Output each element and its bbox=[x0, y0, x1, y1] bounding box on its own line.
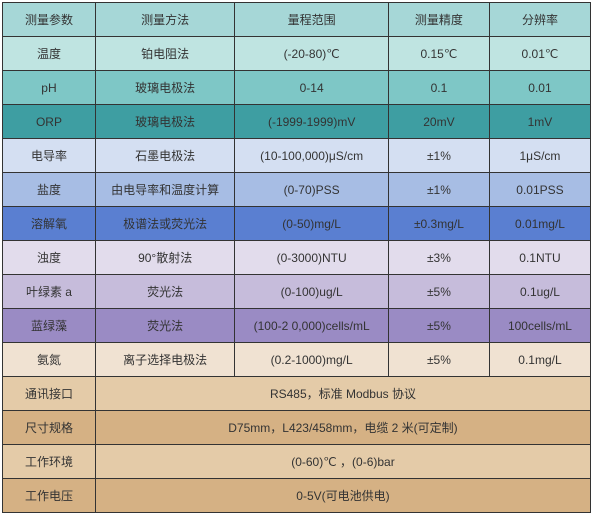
table-header-cell: 测量精度 bbox=[388, 3, 489, 37]
table-cell: ±5% bbox=[388, 343, 489, 377]
table-cell: 0.1 bbox=[388, 71, 489, 105]
table-row: 盐度由电导率和温度计算(0-70)PSS±1%0.01PSS bbox=[3, 173, 591, 207]
table-cell: 叶绿素 a bbox=[3, 275, 96, 309]
table-cell: 荧光法 bbox=[95, 275, 234, 309]
table-cell: 0.01mg/L bbox=[489, 207, 590, 241]
table-cell: 盐度 bbox=[3, 173, 96, 207]
table-cell: 0.01℃ bbox=[489, 37, 590, 71]
table-cell: (100-2 0,000)cells/mL bbox=[235, 309, 389, 343]
table-row: ORP玻璃电极法(-1999-1999)mV20mV1mV bbox=[3, 105, 591, 139]
table-header-row: 测量参数测量方法量程范围测量精度分辨率 bbox=[3, 3, 591, 37]
table-cell: 1mV bbox=[489, 105, 590, 139]
merged-cell: (0-60)℃ ，(0-6)bar bbox=[95, 445, 590, 479]
table-cell: (-20-80)℃ bbox=[235, 37, 389, 71]
table-row: 通讯接口RS485，标准 Modbus 协议 bbox=[3, 377, 591, 411]
table-header-cell: 分辨率 bbox=[489, 3, 590, 37]
param-cell: 工作电压 bbox=[3, 479, 96, 513]
table-cell: 1μS/cm bbox=[489, 139, 590, 173]
table-cell: (10-100,000)μS/cm bbox=[235, 139, 389, 173]
spec-table: 测量参数测量方法量程范围测量精度分辨率温度铂电阻法(-20-80)℃0.15℃0… bbox=[2, 2, 591, 513]
table-cell: 90°散射法 bbox=[95, 241, 234, 275]
param-cell: 尺寸规格 bbox=[3, 411, 96, 445]
param-cell: 通讯接口 bbox=[3, 377, 96, 411]
table-cell: 离子选择电极法 bbox=[95, 343, 234, 377]
table-cell: 0.15℃ bbox=[388, 37, 489, 71]
table-cell: (0.2-1000)mg/L bbox=[235, 343, 389, 377]
table-row: 浊度90°散射法(0-3000)NTU±3%0.1NTU bbox=[3, 241, 591, 275]
table-cell: 0.01 bbox=[489, 71, 590, 105]
table-cell: 0.1NTU bbox=[489, 241, 590, 275]
table-cell: 玻璃电极法 bbox=[95, 105, 234, 139]
table-row: 尺寸规格D75mm，L423/458mm，电缆 2 米(可定制) bbox=[3, 411, 591, 445]
table-cell: 浊度 bbox=[3, 241, 96, 275]
table-cell: 石墨电极法 bbox=[95, 139, 234, 173]
table-cell: (0-3000)NTU bbox=[235, 241, 389, 275]
table-row: 电导率石墨电极法(10-100,000)μS/cm±1%1μS/cm bbox=[3, 139, 591, 173]
merged-cell: RS485，标准 Modbus 协议 bbox=[95, 377, 590, 411]
table-header-cell: 测量方法 bbox=[95, 3, 234, 37]
table-cell: 0-14 bbox=[235, 71, 389, 105]
merged-cell: D75mm，L423/458mm，电缆 2 米(可定制) bbox=[95, 411, 590, 445]
table-cell: (0-50)mg/L bbox=[235, 207, 389, 241]
table-row: 工作环境(0-60)℃ ，(0-6)bar bbox=[3, 445, 591, 479]
table-cell: 氨氮 bbox=[3, 343, 96, 377]
table-cell: pH bbox=[3, 71, 96, 105]
table-cell: 荧光法 bbox=[95, 309, 234, 343]
table-cell: 由电导率和温度计算 bbox=[95, 173, 234, 207]
table-cell: 温度 bbox=[3, 37, 96, 71]
table-row: pH玻璃电极法0-140.10.01 bbox=[3, 71, 591, 105]
table-cell: 电导率 bbox=[3, 139, 96, 173]
table-cell: 溶解氧 bbox=[3, 207, 96, 241]
table-header-cell: 量程范围 bbox=[235, 3, 389, 37]
table-cell: 100cells/mL bbox=[489, 309, 590, 343]
table-cell: 0.01PSS bbox=[489, 173, 590, 207]
table-cell: 铂电阻法 bbox=[95, 37, 234, 71]
table-row: 蓝绿藻荧光法(100-2 0,000)cells/mL±5%100cells/m… bbox=[3, 309, 591, 343]
table-row: 工作电压0-5V(可电池供电) bbox=[3, 479, 591, 513]
table-cell: ORP bbox=[3, 105, 96, 139]
table-cell: 蓝绿藻 bbox=[3, 309, 96, 343]
table-cell: 20mV bbox=[388, 105, 489, 139]
table-cell: 极谱法或荧光法 bbox=[95, 207, 234, 241]
table-cell: 0.1mg/L bbox=[489, 343, 590, 377]
merged-cell: 0-5V(可电池供电) bbox=[95, 479, 590, 513]
table-cell: (0-70)PSS bbox=[235, 173, 389, 207]
table-cell: ±1% bbox=[388, 173, 489, 207]
table-cell: ±3% bbox=[388, 241, 489, 275]
table-row: 氨氮离子选择电极法(0.2-1000)mg/L±5%0.1mg/L bbox=[3, 343, 591, 377]
table-row: 温度铂电阻法(-20-80)℃0.15℃0.01℃ bbox=[3, 37, 591, 71]
table-cell: (0-100)ug/L bbox=[235, 275, 389, 309]
table-cell: 玻璃电极法 bbox=[95, 71, 234, 105]
param-cell: 工作环境 bbox=[3, 445, 96, 479]
table-row: 溶解氧极谱法或荧光法(0-50)mg/L±0.3mg/L0.01mg/L bbox=[3, 207, 591, 241]
table-cell: ±5% bbox=[388, 275, 489, 309]
table-cell: ±5% bbox=[388, 309, 489, 343]
table-cell: ±1% bbox=[388, 139, 489, 173]
table-cell: 0.1ug/L bbox=[489, 275, 590, 309]
table-cell: (-1999-1999)mV bbox=[235, 105, 389, 139]
table-cell: ±0.3mg/L bbox=[388, 207, 489, 241]
table-header-cell: 测量参数 bbox=[3, 3, 96, 37]
table-row: 叶绿素 a荧光法(0-100)ug/L±5%0.1ug/L bbox=[3, 275, 591, 309]
